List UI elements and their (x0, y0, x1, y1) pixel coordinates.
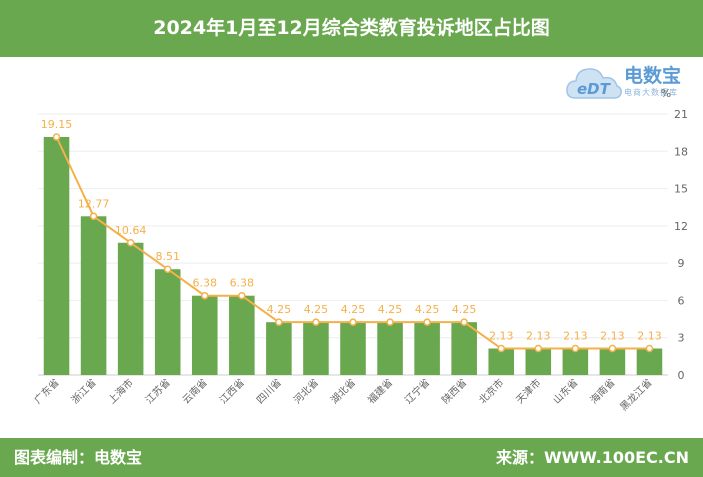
line-point (238, 291, 246, 300)
x-tick-label: 四川省 (254, 376, 284, 406)
line-point (349, 318, 357, 326)
x-tick-label: 福建省 (365, 376, 395, 406)
data-label: 4.25 (267, 303, 292, 316)
data-label: 4.25 (304, 303, 329, 316)
data-label: 6.38 (230, 277, 255, 290)
bar (562, 348, 589, 375)
data-label: 4.25 (378, 303, 403, 316)
x-tick-label: 辽宁省 (402, 376, 432, 406)
bar (377, 322, 403, 375)
bar (154, 269, 181, 375)
line-point (571, 344, 580, 353)
data-label: 2.13 (563, 330, 588, 343)
y-tick-label: 18 (674, 145, 688, 158)
y-tick-label: 9 (678, 257, 685, 270)
data-label: 2.13 (637, 330, 662, 343)
line-point (89, 212, 98, 221)
data-label: 6.38 (193, 277, 218, 290)
bar (525, 348, 552, 375)
line-point (608, 344, 617, 353)
bar-line-chart: 0 3 6 9 12 15 18 21% 广东省 浙江省 上海市 江苏省 云南省 江西省 四川省 河北省 湖北省… (31, 87, 688, 413)
x-tick-label: 江苏省 (142, 376, 172, 406)
line-point (423, 318, 431, 326)
bar (340, 322, 366, 375)
data-label: 2.13 (600, 330, 625, 343)
y-tick-label: 12 (674, 220, 688, 233)
logo-brand-text: 电数宝 (624, 65, 682, 87)
logo-sub-text: 电商大数据库 (624, 88, 678, 97)
bar (117, 242, 144, 375)
bar (191, 295, 218, 375)
line-point (645, 344, 654, 353)
series-line (55, 136, 650, 350)
footer-editor-credit: 图表编制：电数宝 (14, 448, 143, 467)
data-label: 4.25 (341, 303, 366, 316)
line-point (312, 318, 320, 326)
footer-source: 来源：WWW.100EC.CN (495, 448, 689, 467)
line-point (52, 133, 61, 141)
x-tick-label: 广东省 (31, 376, 61, 406)
x-tick-label: 湖北省 (328, 376, 358, 406)
data-label: 8.51 (155, 250, 180, 263)
x-tick-label: 天津市 (513, 376, 543, 406)
chart-area: 0 3 6 9 12 15 18 21% 广东省 浙江省 上海市 江苏省 云南省 江西省 四川省 河北省 湖北省… (0, 57, 703, 438)
chart-title: 2024年1月至12月综合类教育投诉地区占比图 (153, 17, 550, 39)
x-tick-label: 江西省 (217, 376, 247, 406)
brand-logo: eDT 电数宝 电商大数据库 (564, 60, 700, 104)
data-label: 4.25 (415, 303, 440, 316)
x-tick-label: 海南省 (587, 376, 617, 406)
logo-badge-text: eDT (577, 80, 612, 98)
bar (80, 216, 107, 375)
cloud-logo-icon: eDT (566, 68, 622, 99)
bar (451, 322, 477, 375)
line-point (201, 291, 209, 300)
data-label: 19.15 (41, 118, 73, 131)
data-label: 4.25 (452, 303, 477, 316)
bar (599, 348, 626, 375)
data-label: 10.64 (115, 224, 147, 237)
y-tick-label: 0 (678, 369, 685, 382)
data-label: 2.13 (526, 330, 551, 343)
y-tick-label: 15 (674, 183, 688, 196)
y-tick-label: 21 (674, 108, 688, 121)
x-tick-label: 北京市 (476, 376, 506, 406)
bar (43, 136, 70, 375)
bar (488, 348, 515, 375)
y-axis-unit: % (661, 87, 671, 100)
x-tick-label: 黑龙江省 (617, 376, 654, 413)
line-point (497, 344, 505, 353)
title-bar: 2024年1月至12月综合类教育投诉地区占比图 (0, 0, 703, 57)
bar (229, 295, 255, 375)
y-tick-label: 6 (678, 294, 685, 307)
line-point (275, 318, 283, 326)
y-tick-label: 3 (678, 332, 685, 345)
line-point (126, 239, 135, 247)
x-tick-label: 河北省 (291, 376, 321, 406)
bar (636, 348, 663, 375)
x-tick-label: 山东省 (550, 376, 580, 406)
x-tick-label: 上海市 (105, 376, 135, 406)
line-point (163, 265, 172, 273)
footer-bar: 图表编制：电数宝 来源：WWW.100EC.CN (0, 438, 703, 477)
line-point (460, 318, 468, 326)
data-label: 12.77 (78, 197, 110, 210)
line-point (534, 344, 543, 353)
x-tick-label: 浙江省 (68, 376, 98, 406)
bar (303, 322, 329, 375)
data-label: 2.13 (489, 330, 514, 343)
x-tick-label: 陕西省 (439, 376, 469, 406)
bar (414, 322, 440, 375)
line-point (386, 318, 394, 326)
x-tick-label: 云南省 (179, 376, 209, 406)
bar (266, 322, 292, 375)
